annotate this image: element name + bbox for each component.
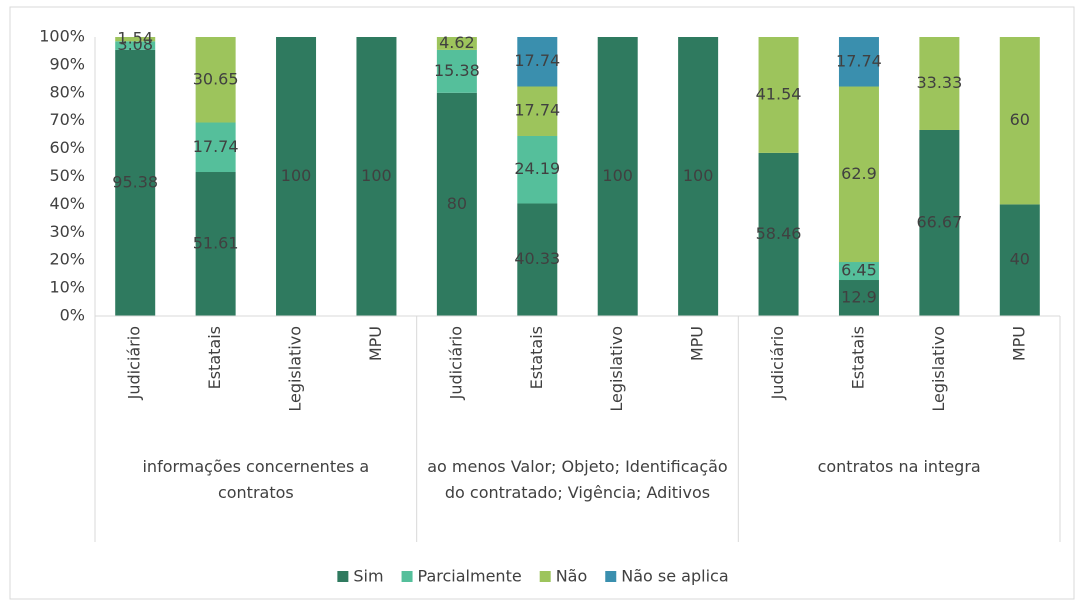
- y-tick-label: 80%: [49, 82, 85, 101]
- data-label: 33.33: [916, 73, 962, 92]
- bar-segment: [597, 37, 638, 316]
- bar-segment: [436, 37, 477, 50]
- data-label: 17.74: [836, 51, 882, 70]
- group-label: contratos na integra: [817, 457, 981, 476]
- bar-segment: [195, 172, 236, 316]
- bar-segment: [517, 86, 558, 136]
- data-label: 15.38: [434, 61, 480, 80]
- data-label: 30.65: [193, 69, 239, 88]
- x-tick-label: Legislativo: [929, 326, 948, 412]
- bar-segment: [758, 152, 799, 316]
- y-tick-label: 60%: [49, 138, 85, 157]
- bar-segment: [838, 37, 879, 87]
- legend-label: Não: [556, 567, 588, 586]
- data-label: 12.9: [841, 288, 877, 307]
- data-label: 24.19: [514, 159, 560, 178]
- bar-segment: [919, 37, 960, 130]
- data-label: 60: [1010, 110, 1030, 129]
- bar-segment: [115, 49, 156, 316]
- x-tick-label: Estatais: [848, 326, 867, 389]
- data-label: 95.38: [112, 172, 158, 191]
- data-label: 41.54: [756, 84, 802, 103]
- group-label: ao menos Valor; Objeto; Identificação do…: [427, 457, 728, 502]
- bar-segment: [195, 37, 236, 123]
- y-tick-label: 0%: [60, 306, 85, 325]
- data-label: 100: [361, 166, 392, 185]
- bar-segment: [276, 37, 317, 316]
- data-label: 58.46: [756, 224, 802, 243]
- data-label: 62.9: [841, 164, 877, 183]
- legend-label: Não se aplica: [621, 567, 728, 586]
- y-tick-label: 70%: [49, 110, 85, 129]
- data-label: 4.62: [439, 33, 475, 52]
- y-tick-label: 30%: [49, 222, 85, 241]
- legend-label: Sim: [353, 567, 383, 586]
- x-tick-label: Judiciário: [768, 326, 787, 400]
- legend-swatch: [605, 571, 617, 582]
- data-label: 100: [602, 166, 633, 185]
- bar-segment: [919, 129, 960, 316]
- bar-segment: [838, 86, 879, 263]
- legend-swatch: [401, 571, 413, 582]
- bar-segment: [838, 280, 879, 316]
- bar-segment: [999, 37, 1040, 205]
- x-tick-label: Judiciário: [446, 326, 465, 400]
- bar-segment: [517, 135, 558, 204]
- y-tick-label: 100%: [39, 27, 85, 46]
- y-tick-label: 20%: [49, 250, 85, 269]
- x-tick-label: Estatais: [205, 326, 224, 389]
- bar-segment: [115, 37, 156, 42]
- bar-segment: [838, 262, 879, 281]
- bar-segment: [678, 37, 719, 316]
- x-tick-label: Judiciário: [125, 326, 144, 400]
- y-tick-label: 10%: [49, 278, 85, 297]
- bar-segment: [356, 37, 397, 316]
- bar-segment: [758, 37, 799, 153]
- data-label: 100: [281, 166, 312, 185]
- bar-segment: [115, 41, 156, 50]
- data-label: 17.74: [514, 101, 560, 120]
- x-tick-label: Estatais: [527, 326, 546, 389]
- bar-segment: [999, 204, 1040, 316]
- x-tick-label: MPU: [688, 326, 707, 361]
- bar-segment: [436, 92, 477, 316]
- y-tick-label: 50%: [49, 166, 85, 185]
- y-tick-label: 90%: [49, 54, 85, 73]
- data-label: 6.45: [841, 261, 877, 280]
- legend-label: Parcialmente: [418, 567, 522, 586]
- data-label: 100: [683, 166, 714, 185]
- x-tick-label: MPU: [1009, 326, 1028, 361]
- legend-swatch: [337, 571, 349, 582]
- bar-segment: [517, 203, 558, 316]
- bar-segment: [436, 49, 477, 93]
- bar-segment: [195, 122, 236, 173]
- legend-swatch: [539, 571, 551, 582]
- x-tick-label: Legislativo: [607, 326, 626, 412]
- data-label: 80: [447, 194, 467, 213]
- data-label: 1.54: [117, 29, 153, 48]
- x-tick-label: MPU: [366, 326, 385, 361]
- data-label: 40.33: [514, 249, 560, 268]
- data-label: 17.74: [193, 137, 239, 156]
- data-label: 51.61: [193, 234, 239, 253]
- data-label: 66.67: [916, 212, 962, 231]
- group-label: informações concernentes a contratos: [142, 457, 370, 502]
- y-tick-label: 40%: [49, 194, 85, 213]
- x-tick-label: Legislativo: [286, 326, 305, 412]
- bar-segment: [517, 37, 558, 87]
- data-label: 17.74: [514, 51, 560, 70]
- data-label: 40: [1010, 250, 1030, 269]
